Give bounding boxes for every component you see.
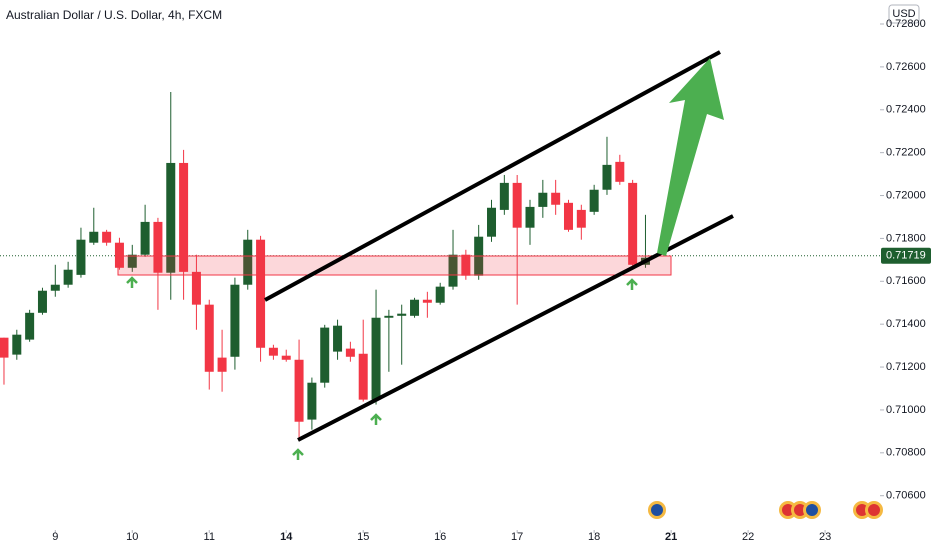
candle-body [281, 355, 291, 360]
x-tick-label: 22 [742, 531, 754, 543]
y-tick-label: 0.72400 [886, 104, 926, 116]
candle-body [25, 312, 35, 340]
candle-body [461, 254, 471, 276]
candle-body [12, 334, 22, 355]
channel-upper [264, 50, 721, 302]
candle-body [448, 254, 458, 287]
candle-body [256, 239, 266, 348]
candle-body [102, 231, 112, 243]
candle-body [0, 337, 9, 358]
y-tick-label: 0.72800 [886, 18, 926, 30]
candle-body [268, 347, 278, 356]
candle-body [410, 299, 420, 316]
x-tick-label: 14 [280, 531, 293, 543]
candle-body [204, 304, 214, 372]
candle-body [525, 206, 535, 228]
candle-body [551, 192, 561, 205]
candle-body [422, 299, 432, 303]
candle-body [140, 221, 150, 255]
candle-body [512, 182, 522, 228]
candle-body [358, 353, 368, 400]
y-tick-label: 0.70800 [886, 447, 926, 459]
x-tick-label: 9 [52, 531, 58, 543]
signal-arrows [126, 276, 638, 460]
candle-body [307, 382, 317, 420]
event-icons [648, 501, 883, 519]
y-tick-label: 0.71000 [886, 404, 926, 416]
y-tick-label: 0.71600 [886, 275, 926, 287]
y-tick-label: 0.71200 [886, 361, 926, 373]
x-tick-label: 16 [434, 531, 446, 543]
candle-body [628, 182, 638, 265]
candle-body [191, 271, 201, 305]
support-zone [117, 255, 672, 276]
candle-body [114, 242, 124, 268]
candle-body [487, 207, 497, 237]
candle-body [243, 239, 253, 285]
last-price-label: 0.71719 [886, 250, 926, 262]
candle-body [217, 357, 227, 372]
candle-body [397, 313, 407, 316]
candle-body [127, 254, 137, 268]
candle-body [499, 182, 509, 210]
candle-body [89, 231, 99, 243]
y-tick-label: 0.71800 [886, 232, 926, 244]
currency[interactable]: USD [892, 8, 915, 20]
y-tick-label: 0.72600 [886, 61, 926, 73]
candle-body [576, 209, 586, 228]
candle-body [179, 162, 189, 272]
candle-body [333, 325, 343, 352]
y-tick-label: 0.71400 [886, 318, 926, 330]
candle-body [50, 284, 60, 291]
currency-box[interactable] [888, 4, 920, 24]
y-tick-label: 0.70600 [886, 490, 926, 502]
x-tick-label: 17 [511, 531, 523, 543]
candle-body [435, 286, 445, 303]
candle-body [166, 162, 176, 273]
candle-body [563, 202, 573, 230]
candle-body [320, 327, 330, 383]
chart-title: Australian Dollar / U.S. Dollar, 4h, FXC… [6, 8, 222, 22]
x-tick-label: 21 [665, 531, 677, 543]
candle-body [602, 164, 612, 190]
candle-body [589, 189, 599, 212]
candle-body [230, 284, 240, 357]
y-tick-label: 0.72200 [886, 147, 926, 159]
candle-body [384, 315, 394, 318]
x-tick-label: 11 [204, 531, 215, 543]
candle-body [63, 269, 73, 285]
last-price-box [881, 247, 931, 264]
x-tick-label: 23 [819, 531, 831, 543]
x-tick-label: 15 [357, 531, 369, 543]
candle-body [371, 317, 381, 400]
candle-body [345, 348, 355, 357]
x-tick-label: 10 [126, 531, 138, 543]
candle-body [294, 359, 304, 422]
candle-body [76, 239, 86, 275]
candle-body [615, 161, 625, 182]
candle-body [538, 192, 548, 207]
y-tick-label: 0.72000 [886, 189, 926, 201]
candle-body [153, 221, 163, 273]
candle-body [37, 290, 47, 313]
forecast-arrow [657, 58, 724, 256]
x-tick-label: 18 [588, 531, 600, 543]
